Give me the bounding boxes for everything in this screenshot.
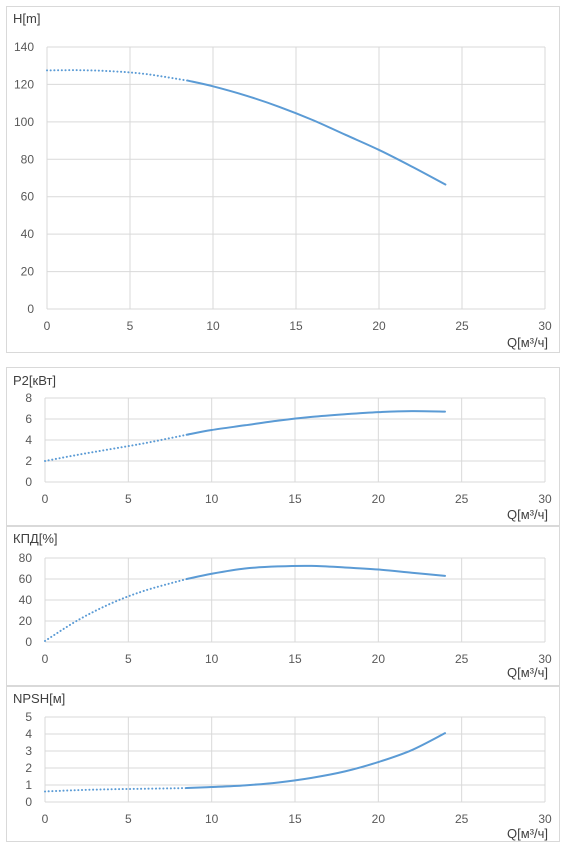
y-tick-label: 40 xyxy=(21,227,35,241)
y-tick-label: 100 xyxy=(14,115,34,129)
panel-efficiency: 0 20 40 60 80 0 5 10 15 20 25 30 КПД[%] Q[м³/ч] xyxy=(6,526,560,686)
y-tick-label: 5 xyxy=(25,710,32,724)
x-tick-label: 15 xyxy=(288,652,302,666)
x-axis-label: Q[м³/ч] xyxy=(507,665,548,680)
panel-head: 0 20 40 60 80 100 120 140 0 5 10 15 20 25 30 H[m] Q[м³/ч… xyxy=(6,6,560,353)
y-tick-label: 20 xyxy=(19,614,33,628)
x-tick-label: 30 xyxy=(538,492,552,506)
x-tick-label: 25 xyxy=(455,652,469,666)
x-axis-label: Q[м³/ч] xyxy=(507,335,548,350)
y-tick-label: 2 xyxy=(25,761,32,775)
x-tick-label: 10 xyxy=(206,319,220,333)
y-tick-label: 140 xyxy=(14,40,34,54)
x-tick-label: 15 xyxy=(288,812,302,826)
x-tick-label: 25 xyxy=(455,319,469,333)
x-tick-label: 10 xyxy=(205,812,219,826)
y-tick-label: 40 xyxy=(19,593,33,607)
y-tick-label: 8 xyxy=(25,391,32,405)
y-tick-label: 80 xyxy=(19,551,33,565)
x-tick-label: 25 xyxy=(455,812,469,826)
chart-efficiency: 0 20 40 60 80 0 5 10 15 20 25 30 КПД[%] Q[м³/ч] xyxy=(13,531,552,680)
y-axis-label: NPSH[м] xyxy=(13,691,65,706)
x-tick-label: 30 xyxy=(538,319,552,333)
series-line-dotted xyxy=(44,578,188,642)
x-tick-label: 20 xyxy=(372,319,386,333)
x-tick-label: 25 xyxy=(455,492,469,506)
x-tick-label: 20 xyxy=(372,652,386,666)
chart-power: 0 2 4 6 8 0 5 10 15 20 25 30 P2[кВт] Q[м³/ч] xyxy=(13,373,552,522)
y-tick-label: 0 xyxy=(27,302,34,316)
series-line-dotted xyxy=(46,69,190,82)
x-tick-label: 5 xyxy=(125,812,132,826)
series-line-solid xyxy=(185,410,446,436)
y-tick-label: 20 xyxy=(21,265,35,279)
y-tick-label: 0 xyxy=(25,795,32,809)
x-axis-label: Q[м³/ч] xyxy=(507,507,548,522)
y-axis-label: P2[кВт] xyxy=(13,373,56,388)
y-tick-label: 3 xyxy=(25,744,32,758)
x-tick-label: 0 xyxy=(42,492,49,506)
x-tick-label: 0 xyxy=(42,652,49,666)
x-tick-label: 15 xyxy=(289,319,303,333)
chart-npsh: 0 1 2 3 4 5 0 5 10 15 20 25 30 NPSH[м] Q[м³/ч] xyxy=(13,691,552,841)
x-tick-label: 5 xyxy=(127,319,134,333)
y-tick-label: 2 xyxy=(25,454,32,468)
series-line-dotted xyxy=(44,787,188,793)
y-tick-label: 4 xyxy=(25,433,32,447)
series-line-solid xyxy=(185,732,446,790)
y-tick-label: 80 xyxy=(21,152,35,166)
x-tick-label: 10 xyxy=(205,492,219,506)
series-line-solid xyxy=(187,79,447,186)
x-axis-label: Q[м³/ч] xyxy=(507,826,548,841)
x-tick-label: 30 xyxy=(538,812,552,826)
y-tick-label: 6 xyxy=(25,412,32,426)
panel-npsh: 0 1 2 3 4 5 0 5 10 15 20 25 30 NPSH[м] Q[м³/ч] xyxy=(6,686,560,842)
y-tick-label: 60 xyxy=(19,572,33,586)
series-line-dotted xyxy=(44,433,188,462)
x-tick-label: 30 xyxy=(538,652,552,666)
y-tick-label: 60 xyxy=(21,190,35,204)
x-tick-label: 5 xyxy=(125,652,132,666)
x-tick-label: 0 xyxy=(42,812,49,826)
y-tick-label: 0 xyxy=(25,475,32,489)
y-tick-label: 4 xyxy=(25,727,32,741)
y-tick-label: 0 xyxy=(25,635,32,649)
x-tick-label: 10 xyxy=(205,652,219,666)
series-line-solid xyxy=(185,564,446,580)
y-tick-label: 1 xyxy=(25,778,32,792)
y-axis-label: КПД[%] xyxy=(13,531,58,546)
x-tick-label: 20 xyxy=(372,812,386,826)
x-tick-label: 20 xyxy=(372,492,386,506)
chart-head: 0 20 40 60 80 100 120 140 0 5 10 15 20 25 30 H[m] Q[м³/ч… xyxy=(13,11,552,350)
y-axis-label: H[m] xyxy=(13,11,40,26)
x-tick-label: 5 xyxy=(125,492,132,506)
x-tick-label: 0 xyxy=(44,319,51,333)
x-tick-label: 15 xyxy=(288,492,302,506)
panel-power: 0 2 4 6 8 0 5 10 15 20 25 30 P2[кВт] Q[м³/ч] xyxy=(6,367,560,526)
y-tick-label: 120 xyxy=(14,77,34,91)
